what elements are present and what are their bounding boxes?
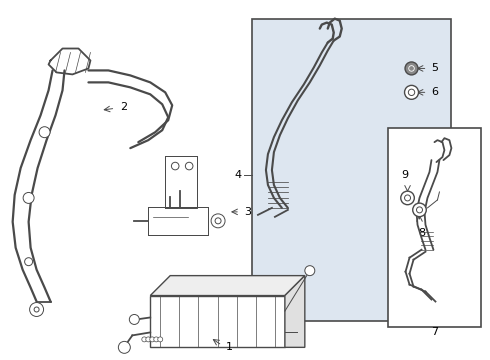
Circle shape [154, 337, 159, 342]
Circle shape [405, 195, 411, 201]
Circle shape [408, 89, 415, 95]
Text: 1: 1 [226, 342, 233, 352]
Circle shape [150, 337, 155, 342]
Circle shape [211, 214, 225, 228]
Circle shape [413, 203, 426, 217]
Text: 8: 8 [418, 228, 425, 238]
Bar [388, 128, 481, 328]
Circle shape [172, 162, 179, 170]
Circle shape [146, 337, 151, 342]
Circle shape [416, 207, 422, 213]
Polygon shape [49, 49, 91, 75]
Circle shape [305, 266, 315, 276]
Circle shape [23, 193, 34, 203]
Circle shape [34, 307, 39, 312]
Circle shape [405, 85, 418, 99]
Polygon shape [150, 276, 305, 296]
Circle shape [24, 258, 33, 266]
Text: 3: 3 [244, 207, 251, 217]
Circle shape [158, 337, 163, 342]
Circle shape [215, 218, 221, 224]
Polygon shape [285, 276, 305, 347]
Circle shape [119, 341, 130, 353]
Circle shape [409, 66, 415, 71]
Circle shape [185, 162, 193, 170]
Polygon shape [148, 207, 208, 235]
Text: 9: 9 [401, 170, 408, 180]
Bar [252, 19, 451, 321]
Text: 7: 7 [431, 327, 438, 337]
Circle shape [142, 337, 147, 342]
Polygon shape [165, 156, 197, 208]
Text: 2: 2 [121, 102, 127, 112]
Text: 6: 6 [432, 87, 439, 97]
Polygon shape [150, 296, 285, 347]
Circle shape [39, 127, 50, 138]
Text: 4: 4 [235, 170, 242, 180]
Circle shape [405, 62, 418, 75]
Circle shape [29, 302, 44, 316]
Text: 5: 5 [432, 63, 439, 73]
Circle shape [401, 191, 415, 205]
Circle shape [129, 315, 139, 324]
